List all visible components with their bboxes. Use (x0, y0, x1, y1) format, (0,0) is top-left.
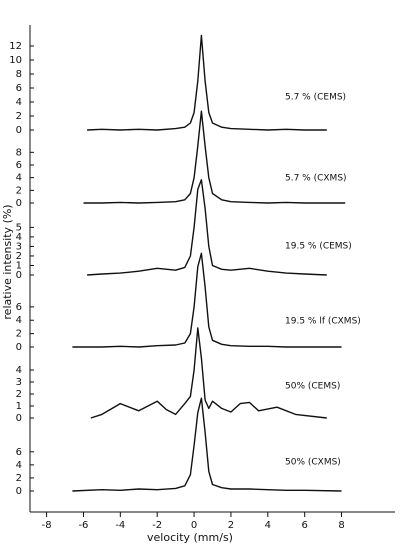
y-tick-label: 0 (16, 270, 22, 281)
y-tick-label: 4 (16, 315, 22, 326)
y-tick-label: 4 (16, 97, 22, 108)
x-tick-label: -4 (115, 520, 125, 531)
x-tick-label: -2 (152, 520, 162, 531)
spectrum-line (72, 397, 342, 492)
y-tick-label: 2 (16, 473, 22, 484)
y-tick-label: 4 (16, 460, 22, 471)
y-tick-label: 3 (16, 241, 22, 252)
y-tick-label: 12 (9, 41, 22, 52)
y-tick-label: 0 (16, 486, 22, 497)
y-tick-label: 0 (16, 125, 22, 136)
spectrum-line (83, 110, 346, 204)
y-tick-label: 4 (16, 232, 22, 243)
y-tick-label: 6 (16, 160, 22, 171)
y-tick-label: 3 (16, 377, 22, 388)
y-tick-label: 1 (16, 401, 22, 412)
y-tick-label: 2 (16, 111, 22, 122)
x-tick-label: 4 (265, 520, 271, 531)
spectrum-annotation: 50% (CEMS) (285, 382, 340, 392)
x-tick-label: 2 (228, 520, 234, 531)
y-tick-label: 2 (16, 329, 22, 340)
spectrum-annotation: 50% (CXMS) (285, 458, 341, 468)
spectrum-line (90, 327, 327, 419)
y-tick-label: 0 (16, 342, 22, 353)
y-tick-label: 10 (9, 55, 22, 66)
y-tick-label: 4 (16, 365, 22, 376)
spectrum-line (87, 34, 327, 131)
y-tick-label: 2 (16, 389, 22, 400)
x-axis-label: velocity (mm/s) (147, 531, 233, 544)
spectrum-line (87, 179, 327, 276)
spectrum-annotation: 5.7 % (CXMS) (285, 174, 347, 184)
x-tick-label: -8 (42, 520, 52, 531)
spectrum-annotation: 19.5 % (CEMS) (285, 242, 352, 252)
y-tick-label: 2 (16, 251, 22, 262)
y-tick-label: 0 (16, 198, 22, 209)
x-tick-label: 0 (191, 520, 197, 531)
y-tick-label: 8 (16, 147, 22, 158)
y-tick-label: 5 (16, 222, 22, 233)
y-tick-label: 2 (16, 185, 22, 196)
y-tick-label: 6 (16, 83, 22, 94)
spectrum-line (72, 252, 342, 348)
x-tick-label: -6 (78, 520, 88, 531)
y-axis-label: relative intensity (%) (1, 204, 14, 319)
y-tick-label: 4 (16, 173, 22, 184)
y-tick-label: 0 (16, 413, 22, 424)
spectrum-annotation: 19.5 % lf (CXMS) (285, 317, 361, 327)
y-tick-label: 6 (16, 302, 22, 313)
x-tick-label: 8 (338, 520, 344, 531)
y-tick-label: 6 (16, 447, 22, 458)
spectrum-annotation: 5.7 % (CEMS) (285, 93, 346, 103)
y-tick-label: 8 (16, 69, 22, 80)
x-tick-label: 6 (301, 520, 307, 531)
y-tick-label: 1 (16, 260, 22, 271)
